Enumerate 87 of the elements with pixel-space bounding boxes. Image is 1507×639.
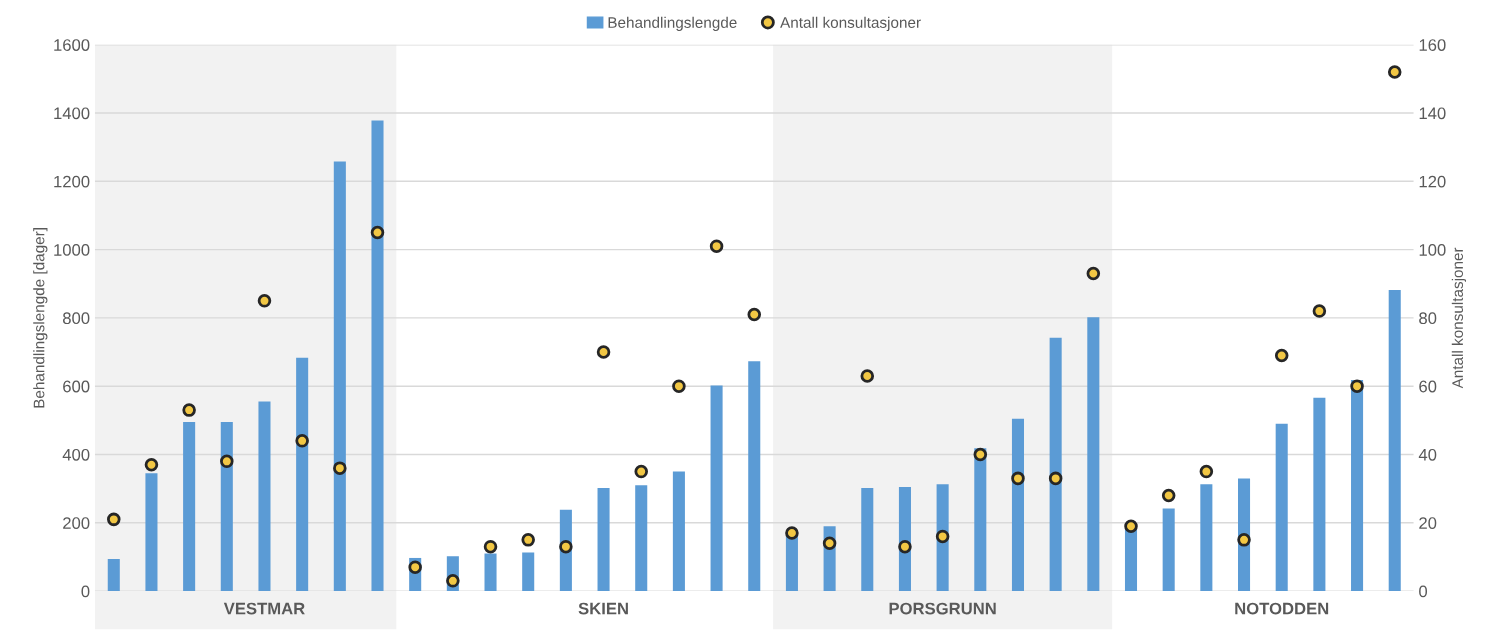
point <box>860 369 875 383</box>
point <box>596 345 611 359</box>
bar <box>220 422 233 592</box>
bar <box>371 120 384 592</box>
bar <box>672 471 685 592</box>
point <box>1048 471 1063 486</box>
point <box>220 454 234 469</box>
bar <box>333 161 346 592</box>
point <box>1124 519 1138 533</box>
y-tick-label: 200 <box>63 517 90 529</box>
bar <box>861 487 874 592</box>
point <box>935 529 950 544</box>
point <box>709 239 724 253</box>
y-tick-label: 800 <box>63 312 90 325</box>
bar <box>1313 397 1326 592</box>
point <box>1086 266 1101 281</box>
bar <box>1162 508 1175 592</box>
bar <box>1200 484 1213 592</box>
y-tick-label: 0 <box>81 585 90 598</box>
y2-axis-title: Antall konsultasjoner <box>1451 247 1467 389</box>
point <box>144 457 159 472</box>
point <box>370 225 385 240</box>
bar <box>1351 380 1364 592</box>
x-tick-label: PORSGRUNN <box>889 602 996 615</box>
bar <box>710 385 723 592</box>
y2-tick-label: 100 <box>1419 244 1446 256</box>
y2-tick-label: 140 <box>1419 107 1446 120</box>
bar <box>145 473 158 592</box>
point <box>333 461 347 475</box>
y-axis-title: Behandlingslengde [dager] <box>33 228 48 408</box>
bar <box>258 401 271 592</box>
bar <box>597 487 610 592</box>
y-tick-label: 400 <box>62 448 90 461</box>
bar <box>484 553 497 592</box>
point <box>1387 65 1402 79</box>
point <box>1199 464 1214 479</box>
point <box>747 307 762 322</box>
bar <box>183 422 196 592</box>
point <box>1161 488 1176 503</box>
point <box>446 574 460 588</box>
point <box>257 294 272 308</box>
bar <box>522 552 535 592</box>
y2-tick-label: 80 <box>1419 312 1437 325</box>
point <box>521 533 535 547</box>
point <box>1237 533 1251 547</box>
point <box>107 512 121 527</box>
point <box>822 536 837 551</box>
y-tick-label: 1000 <box>54 244 90 256</box>
bar <box>296 357 309 592</box>
x-tick-label: SKIEN <box>578 602 628 615</box>
bar <box>1275 423 1288 592</box>
bar <box>1049 337 1062 592</box>
x-tick-label: NOTODDEN <box>1235 602 1329 615</box>
point <box>1312 304 1327 318</box>
y-tick-label: 1600 <box>54 39 90 51</box>
bar <box>635 485 648 592</box>
point <box>559 539 573 554</box>
y-tick-label: 1400 <box>54 107 90 120</box>
point <box>973 447 988 462</box>
y2-tick-label: 160 <box>1419 39 1446 51</box>
x-tick-label: VESTMAR <box>223 602 305 615</box>
point <box>898 539 912 554</box>
point <box>785 526 799 540</box>
point <box>1274 348 1289 363</box>
bar <box>748 361 761 592</box>
bar <box>1087 317 1100 592</box>
point <box>182 403 196 417</box>
y2-tick-label: 0 <box>1419 585 1428 598</box>
y-tick-label: 1200 <box>54 175 90 188</box>
y2-tick-label: 120 <box>1419 175 1446 188</box>
y-tick-label: 600 <box>63 380 90 393</box>
legend-label: Behandlingslengde <box>608 16 737 31</box>
point <box>634 464 648 479</box>
bar <box>107 558 120 592</box>
point <box>483 539 498 554</box>
point <box>672 379 686 393</box>
y2-tick-label: 60 <box>1419 380 1437 393</box>
bar <box>1011 418 1025 592</box>
y2-tick-label: 20 <box>1419 517 1437 529</box>
point <box>1350 379 1364 393</box>
bar <box>1388 289 1401 592</box>
y2-tick-label: 40 <box>1418 448 1437 461</box>
legend-label: Antall konsultasjoner <box>780 16 921 31</box>
point <box>1011 471 1025 486</box>
point <box>295 434 309 448</box>
bar <box>974 448 987 592</box>
point <box>408 560 422 574</box>
